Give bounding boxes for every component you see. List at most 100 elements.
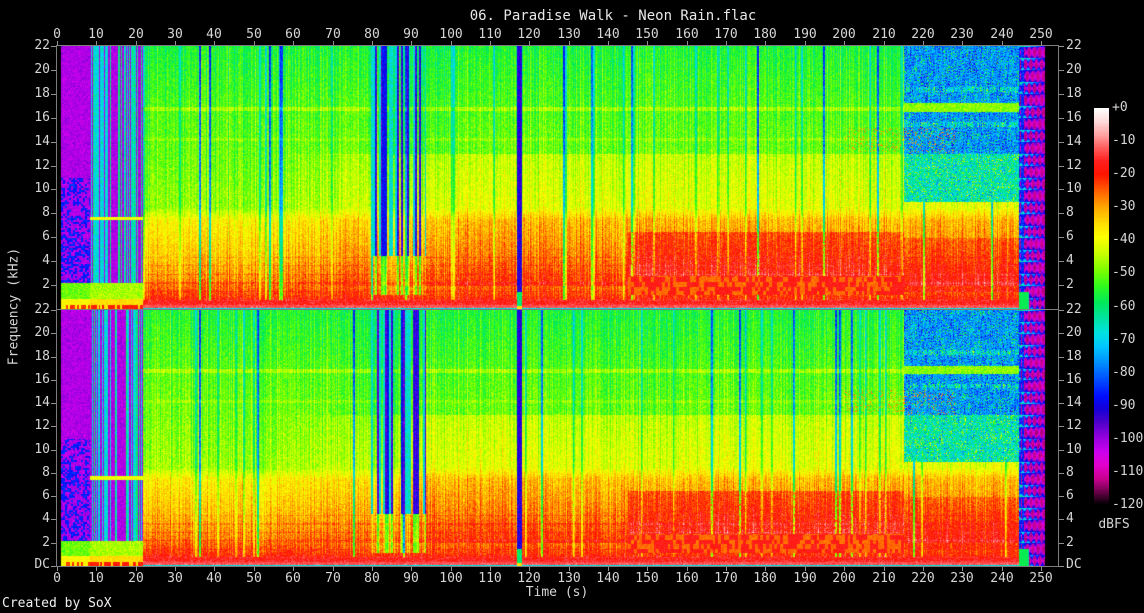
x-tick-label: 250	[1029, 571, 1053, 586]
y-tick-mark	[51, 142, 56, 143]
x-tick-mark	[136, 567, 137, 571]
x-tick-label: 180	[753, 27, 777, 42]
x-tick-mark	[1002, 567, 1003, 571]
x-tick-mark	[293, 41, 294, 45]
y-tick-label: 4	[1066, 511, 1074, 526]
y-tick-mark	[1059, 543, 1064, 544]
x-tick-mark	[136, 41, 137, 45]
y-tick-label: 8	[42, 465, 50, 480]
y-tick-mark	[51, 519, 56, 520]
x-tick-mark	[451, 567, 452, 571]
x-tick-mark	[451, 41, 452, 45]
x-tick-label: 140	[596, 571, 620, 586]
x-tick-mark	[765, 41, 766, 45]
x-tick-mark	[726, 41, 727, 45]
x-tick-label: 20	[128, 571, 144, 586]
x-tick-label: 180	[753, 571, 777, 586]
y-tick-mark	[1059, 380, 1064, 381]
spectrogram-panel-left-channel	[56, 45, 1059, 310]
x-tick-label: 150	[635, 571, 659, 586]
x-axis-title: Time (s)	[525, 585, 589, 600]
x-tick-label: 160	[675, 571, 699, 586]
x-tick-mark	[490, 567, 491, 571]
y-tick-label: 6	[42, 488, 50, 503]
y-tick-label: 10	[1066, 442, 1082, 457]
x-tick-mark	[647, 41, 648, 45]
x-tick-mark	[765, 567, 766, 571]
x-tick-label: 120	[517, 27, 541, 42]
y-tick-mark	[1059, 450, 1064, 451]
x-tick-label: 210	[872, 27, 896, 42]
x-tick-mark	[726, 567, 727, 571]
y-tick-mark	[51, 94, 56, 95]
x-tick-label: 20	[128, 27, 144, 42]
y-axis-title: Frequency (kHz)	[6, 247, 22, 366]
y-tick-mark	[1059, 473, 1064, 474]
x-tick-mark	[293, 567, 294, 571]
sox-credit: Created by SoX	[2, 596, 112, 611]
y-tick-mark	[51, 403, 56, 404]
y-tick-label-dc: DC	[34, 557, 50, 572]
x-tick-mark	[214, 41, 215, 45]
x-tick-label: 160	[675, 27, 699, 42]
colorbar	[1094, 108, 1109, 505]
x-tick-mark	[569, 567, 570, 571]
colorbar-tick-label: -100	[1112, 431, 1144, 446]
x-tick-label: 200	[832, 571, 856, 586]
x-tick-label: 100	[439, 571, 463, 586]
y-tick-mark	[51, 237, 56, 238]
y-tick-label: 6	[1066, 229, 1074, 244]
y-tick-label: 6	[1066, 488, 1074, 503]
y-tick-mark	[1059, 142, 1064, 143]
y-tick-label: 10	[34, 181, 50, 196]
x-tick-label: 50	[246, 571, 262, 586]
y-tick-mark	[51, 543, 56, 544]
x-tick-mark	[96, 567, 97, 571]
x-tick-mark	[923, 567, 924, 571]
x-tick-mark	[687, 41, 688, 45]
y-tick-mark	[1059, 213, 1064, 214]
x-tick-label: 110	[478, 27, 502, 42]
x-tick-mark	[411, 41, 412, 45]
x-tick-mark	[962, 567, 963, 571]
y-tick-label: 12	[1066, 158, 1082, 173]
y-tick-mark	[1059, 566, 1064, 567]
x-tick-mark	[884, 567, 885, 571]
x-tick-label: 80	[364, 571, 380, 586]
x-tick-mark	[608, 567, 609, 571]
y-tick-label: 14	[34, 134, 50, 149]
y-tick-mark	[1059, 166, 1064, 167]
y-tick-label: 2	[42, 277, 50, 292]
x-tick-label: 120	[517, 571, 541, 586]
x-tick-mark	[844, 567, 845, 571]
x-tick-label: 220	[911, 27, 935, 42]
x-tick-mark	[923, 41, 924, 45]
x-tick-label: 0	[53, 571, 61, 586]
y-tick-mark	[51, 118, 56, 119]
colorbar-tick-label: -60	[1112, 299, 1136, 314]
y-tick-mark	[51, 426, 56, 427]
y-tick-label: 18	[34, 349, 50, 364]
x-tick-mark	[490, 41, 491, 45]
y-tick-label: 22	[34, 302, 50, 317]
y-tick-mark	[51, 46, 56, 47]
y-tick-mark	[1059, 46, 1064, 47]
x-tick-label: 170	[714, 27, 738, 42]
x-tick-label: 0	[53, 27, 61, 42]
y-tick-label: 12	[1066, 418, 1082, 433]
x-tick-mark	[96, 41, 97, 45]
x-tick-label: 170	[714, 571, 738, 586]
x-tick-mark	[569, 41, 570, 45]
x-tick-label: 80	[364, 27, 380, 42]
y-tick-mark	[51, 566, 56, 567]
y-tick-mark	[51, 496, 56, 497]
y-tick-label: 14	[34, 395, 50, 410]
x-tick-label: 190	[793, 27, 817, 42]
y-tick-label: 2	[42, 535, 50, 550]
x-tick-mark	[372, 41, 373, 45]
x-tick-label: 150	[635, 27, 659, 42]
x-tick-label: 70	[325, 571, 341, 586]
x-tick-label: 230	[950, 27, 974, 42]
x-tick-mark	[214, 567, 215, 571]
x-tick-label: 60	[285, 571, 301, 586]
